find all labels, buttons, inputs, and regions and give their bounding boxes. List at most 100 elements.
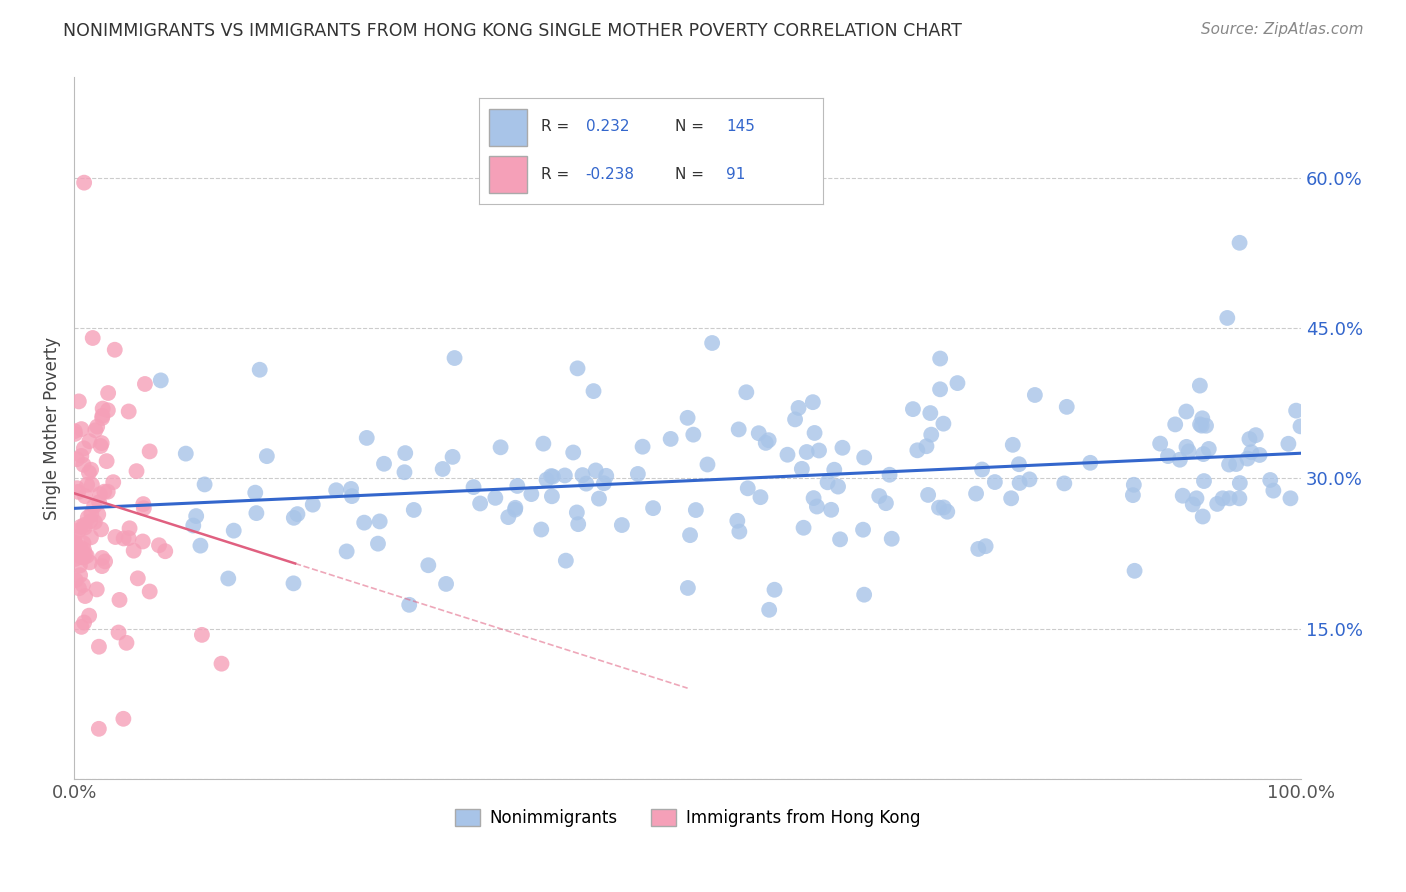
Point [211,657,233,671]
Point [1236,451,1258,466]
Point [879,467,901,482]
Point [63,424,86,438]
Point [104,530,127,544]
Point [66,452,89,467]
Point [73,615,96,630]
Point [70,449,93,463]
Point [87,722,110,736]
Point [441,450,464,464]
Point [73,520,96,534]
Point [700,336,723,351]
Point [73,489,96,503]
Point [1227,491,1250,506]
Point [1157,449,1180,463]
Point [76,510,98,524]
Point [394,465,416,479]
Point [181,518,204,533]
Point [1218,458,1240,472]
Point [763,582,786,597]
Point [107,625,129,640]
Point [325,483,347,498]
Point [531,436,554,450]
Point [1191,411,1213,425]
Point [90,439,112,453]
Point [1239,432,1261,446]
Point [685,503,707,517]
Point [783,412,806,426]
Point [905,443,928,458]
Point [73,518,96,533]
Legend: Nonimmigrants, Immigrants from Hong Kong: Nonimmigrants, Immigrants from Hong Kong [449,802,927,834]
Point [67,582,90,596]
Point [149,373,172,387]
Point [69,558,91,573]
Point [536,473,558,487]
Point [567,517,589,532]
Point [63,530,86,544]
Point [134,376,156,391]
Point [484,491,506,505]
Point [112,532,135,546]
Point [394,446,416,460]
Point [367,536,389,550]
Point [1056,400,1078,414]
Point [758,603,780,617]
Point [540,469,562,483]
Point [541,469,564,483]
Point [67,484,90,499]
Point [1000,491,1022,506]
Point [398,598,420,612]
Point [643,501,665,516]
Point [725,514,748,528]
Point [1008,475,1031,490]
Point [1244,428,1267,442]
Point [72,578,94,592]
Point [1122,488,1144,502]
Point [853,450,876,465]
Point [76,549,98,563]
Point [283,576,305,591]
Point [565,506,588,520]
Point [63,536,86,550]
Point [125,464,148,478]
Point [94,554,117,568]
Point [336,544,359,558]
Point [340,489,363,503]
Point [249,363,271,377]
Point [1285,403,1308,417]
Point [80,530,103,544]
Point [696,458,718,472]
Point [936,505,959,519]
Point [1024,388,1046,402]
Point [356,431,378,445]
Point [86,419,108,434]
Point [946,376,969,390]
Point [1212,491,1234,506]
Point [1206,497,1229,511]
Point [73,442,96,456]
Point [831,441,853,455]
Point [104,343,127,357]
Point [443,351,465,365]
Point [562,445,585,459]
Point [1171,489,1194,503]
Point [79,514,101,528]
Point [72,550,94,565]
Point [245,506,267,520]
Point [83,499,105,513]
Point [610,518,633,533]
Text: Source: ZipAtlas.com: Source: ZipAtlas.com [1201,22,1364,37]
Point [728,524,751,539]
Point [965,486,987,500]
Point [676,581,699,595]
Point [73,176,96,190]
Point [418,558,440,573]
Point [69,568,91,582]
Point [86,582,108,597]
Point [80,477,103,491]
Point [575,476,598,491]
Point [749,490,772,504]
Point [91,551,114,566]
Point [1249,448,1271,462]
Point [790,462,813,476]
